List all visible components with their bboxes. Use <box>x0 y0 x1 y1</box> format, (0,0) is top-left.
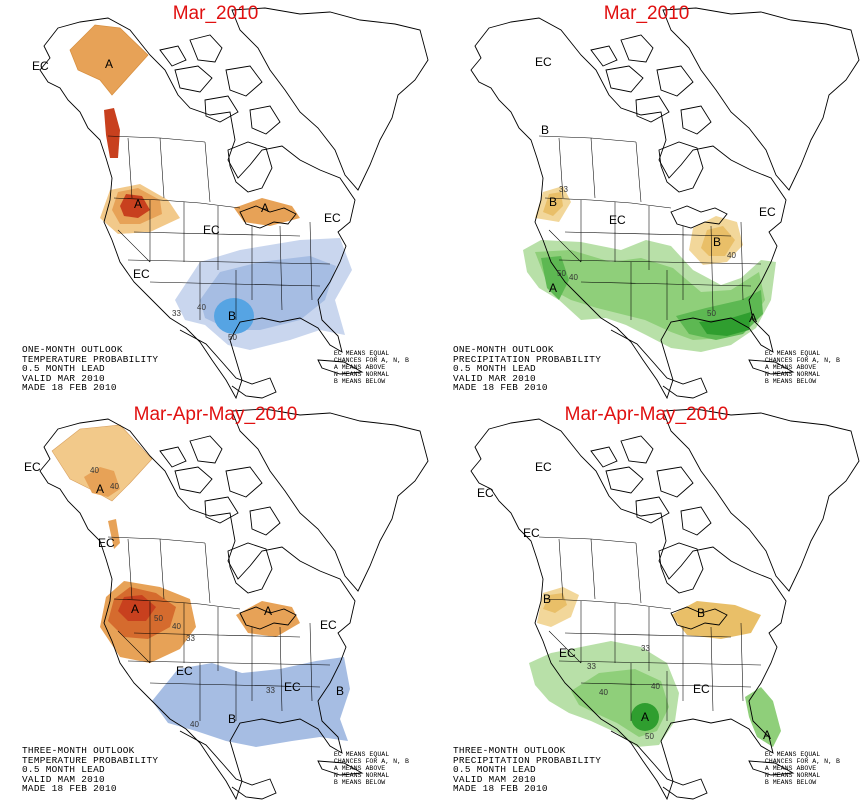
contour-label: 33 <box>559 185 568 194</box>
contour-label: 40 <box>172 622 181 631</box>
panel-precip-month: EC B B EC B EC A A 33 40 50 40 50 Mar_20… <box>431 0 862 401</box>
panel-temp-season: EC A EC A A EC EC EC B B 40 40 50 40 33 … <box>0 401 431 802</box>
label-a: A <box>749 311 757 325</box>
label-ec: EC <box>559 646 576 660</box>
caption: ONE-MONTH OUTLOOK PRECIPITATION PROBABILI… <box>453 344 602 394</box>
contour-label: 33 <box>641 644 650 653</box>
contour-label: 50 <box>645 732 654 741</box>
label-ec: EC <box>759 205 776 219</box>
contour-label: 40 <box>599 688 608 697</box>
label-ec: EC <box>176 664 193 678</box>
label-a: A <box>763 728 771 742</box>
panel-precip-season: EC EC EC B B EC EC A A 33 33 40 40 50 Ma… <box>431 401 862 802</box>
caption: ONE-MONTH OUTLOOK TEMPERATURE PROBABILITY… <box>22 344 159 394</box>
label-ec: EC <box>133 267 150 281</box>
map-temp-season: EC A EC A A EC EC EC B B 40 40 50 40 33 … <box>24 408 429 800</box>
contour-label: 40 <box>190 720 199 729</box>
contour-label: 33 <box>587 662 596 671</box>
label-ec: EC <box>203 223 220 237</box>
contour-label: 40 <box>110 482 119 491</box>
label-b: B <box>228 712 236 726</box>
label-b: B <box>543 592 551 606</box>
label-a: A <box>549 281 557 295</box>
label-a: A <box>96 482 104 496</box>
label-b: B <box>549 195 557 209</box>
map-precip-month: EC B B EC B EC A A 33 40 50 40 50 <box>470 7 860 399</box>
label-a: A <box>261 201 269 215</box>
contour-label: 40 <box>569 273 578 282</box>
label-a: A <box>134 197 142 211</box>
contour-label: 40 <box>90 466 99 475</box>
caption: THREE-MONTH OUTLOOK PRECIPITATION PROBABI… <box>453 745 602 795</box>
map-precip-season: EC EC EC B B EC EC A A 33 33 40 40 50 <box>470 408 860 800</box>
label-b: B <box>228 309 236 323</box>
label-ec: EC <box>98 536 115 550</box>
label-ec: EC <box>284 680 301 694</box>
panel-title: Mar_2010 <box>603 3 690 24</box>
label-ec: EC <box>693 682 710 696</box>
contour-label: 33 <box>172 309 181 318</box>
map-temp-month: EC A A A EC EC EC B 40 33 50 <box>32 7 429 399</box>
contour-label: 40 <box>651 682 660 691</box>
panel-temp-month: EC A A A EC EC EC B 40 33 50 Mar_2010 ON… <box>0 0 431 401</box>
label-a: A <box>264 604 272 618</box>
contour-label: 40 <box>727 251 736 260</box>
label-b: B <box>541 123 549 137</box>
label-b: B <box>336 684 344 698</box>
label-ec: EC <box>477 486 494 500</box>
contour-label: 50 <box>228 333 237 342</box>
contour-label: 33 <box>266 686 275 695</box>
label-ec: EC <box>32 59 49 73</box>
label-a: A <box>105 57 113 71</box>
label-ec: EC <box>535 460 552 474</box>
contour-label: 33 <box>186 634 195 643</box>
label-ec: EC <box>523 526 540 540</box>
label-ec: EC <box>324 211 341 225</box>
label-b: B <box>697 606 705 620</box>
label-ec: EC <box>320 618 337 632</box>
caption: THREE-MONTH OUTLOOK TEMPERATURE PROBABILI… <box>22 745 159 795</box>
panel-title: Mar-Apr-May_2010 <box>133 404 298 425</box>
contour-label: 50 <box>154 614 163 623</box>
label-a: A <box>641 710 649 724</box>
contour-label: 50 <box>707 309 716 318</box>
contour-label: 40 <box>197 303 206 312</box>
panel-title: Mar-Apr-May_2010 <box>564 404 729 425</box>
label-b: B <box>713 235 721 249</box>
label-a: A <box>131 602 139 616</box>
panel-title: Mar_2010 <box>172 3 259 24</box>
label-ec: EC <box>535 55 552 69</box>
label-ec: EC <box>609 213 626 227</box>
label-ec: EC <box>24 460 41 474</box>
contour-label: 50 <box>557 269 566 278</box>
